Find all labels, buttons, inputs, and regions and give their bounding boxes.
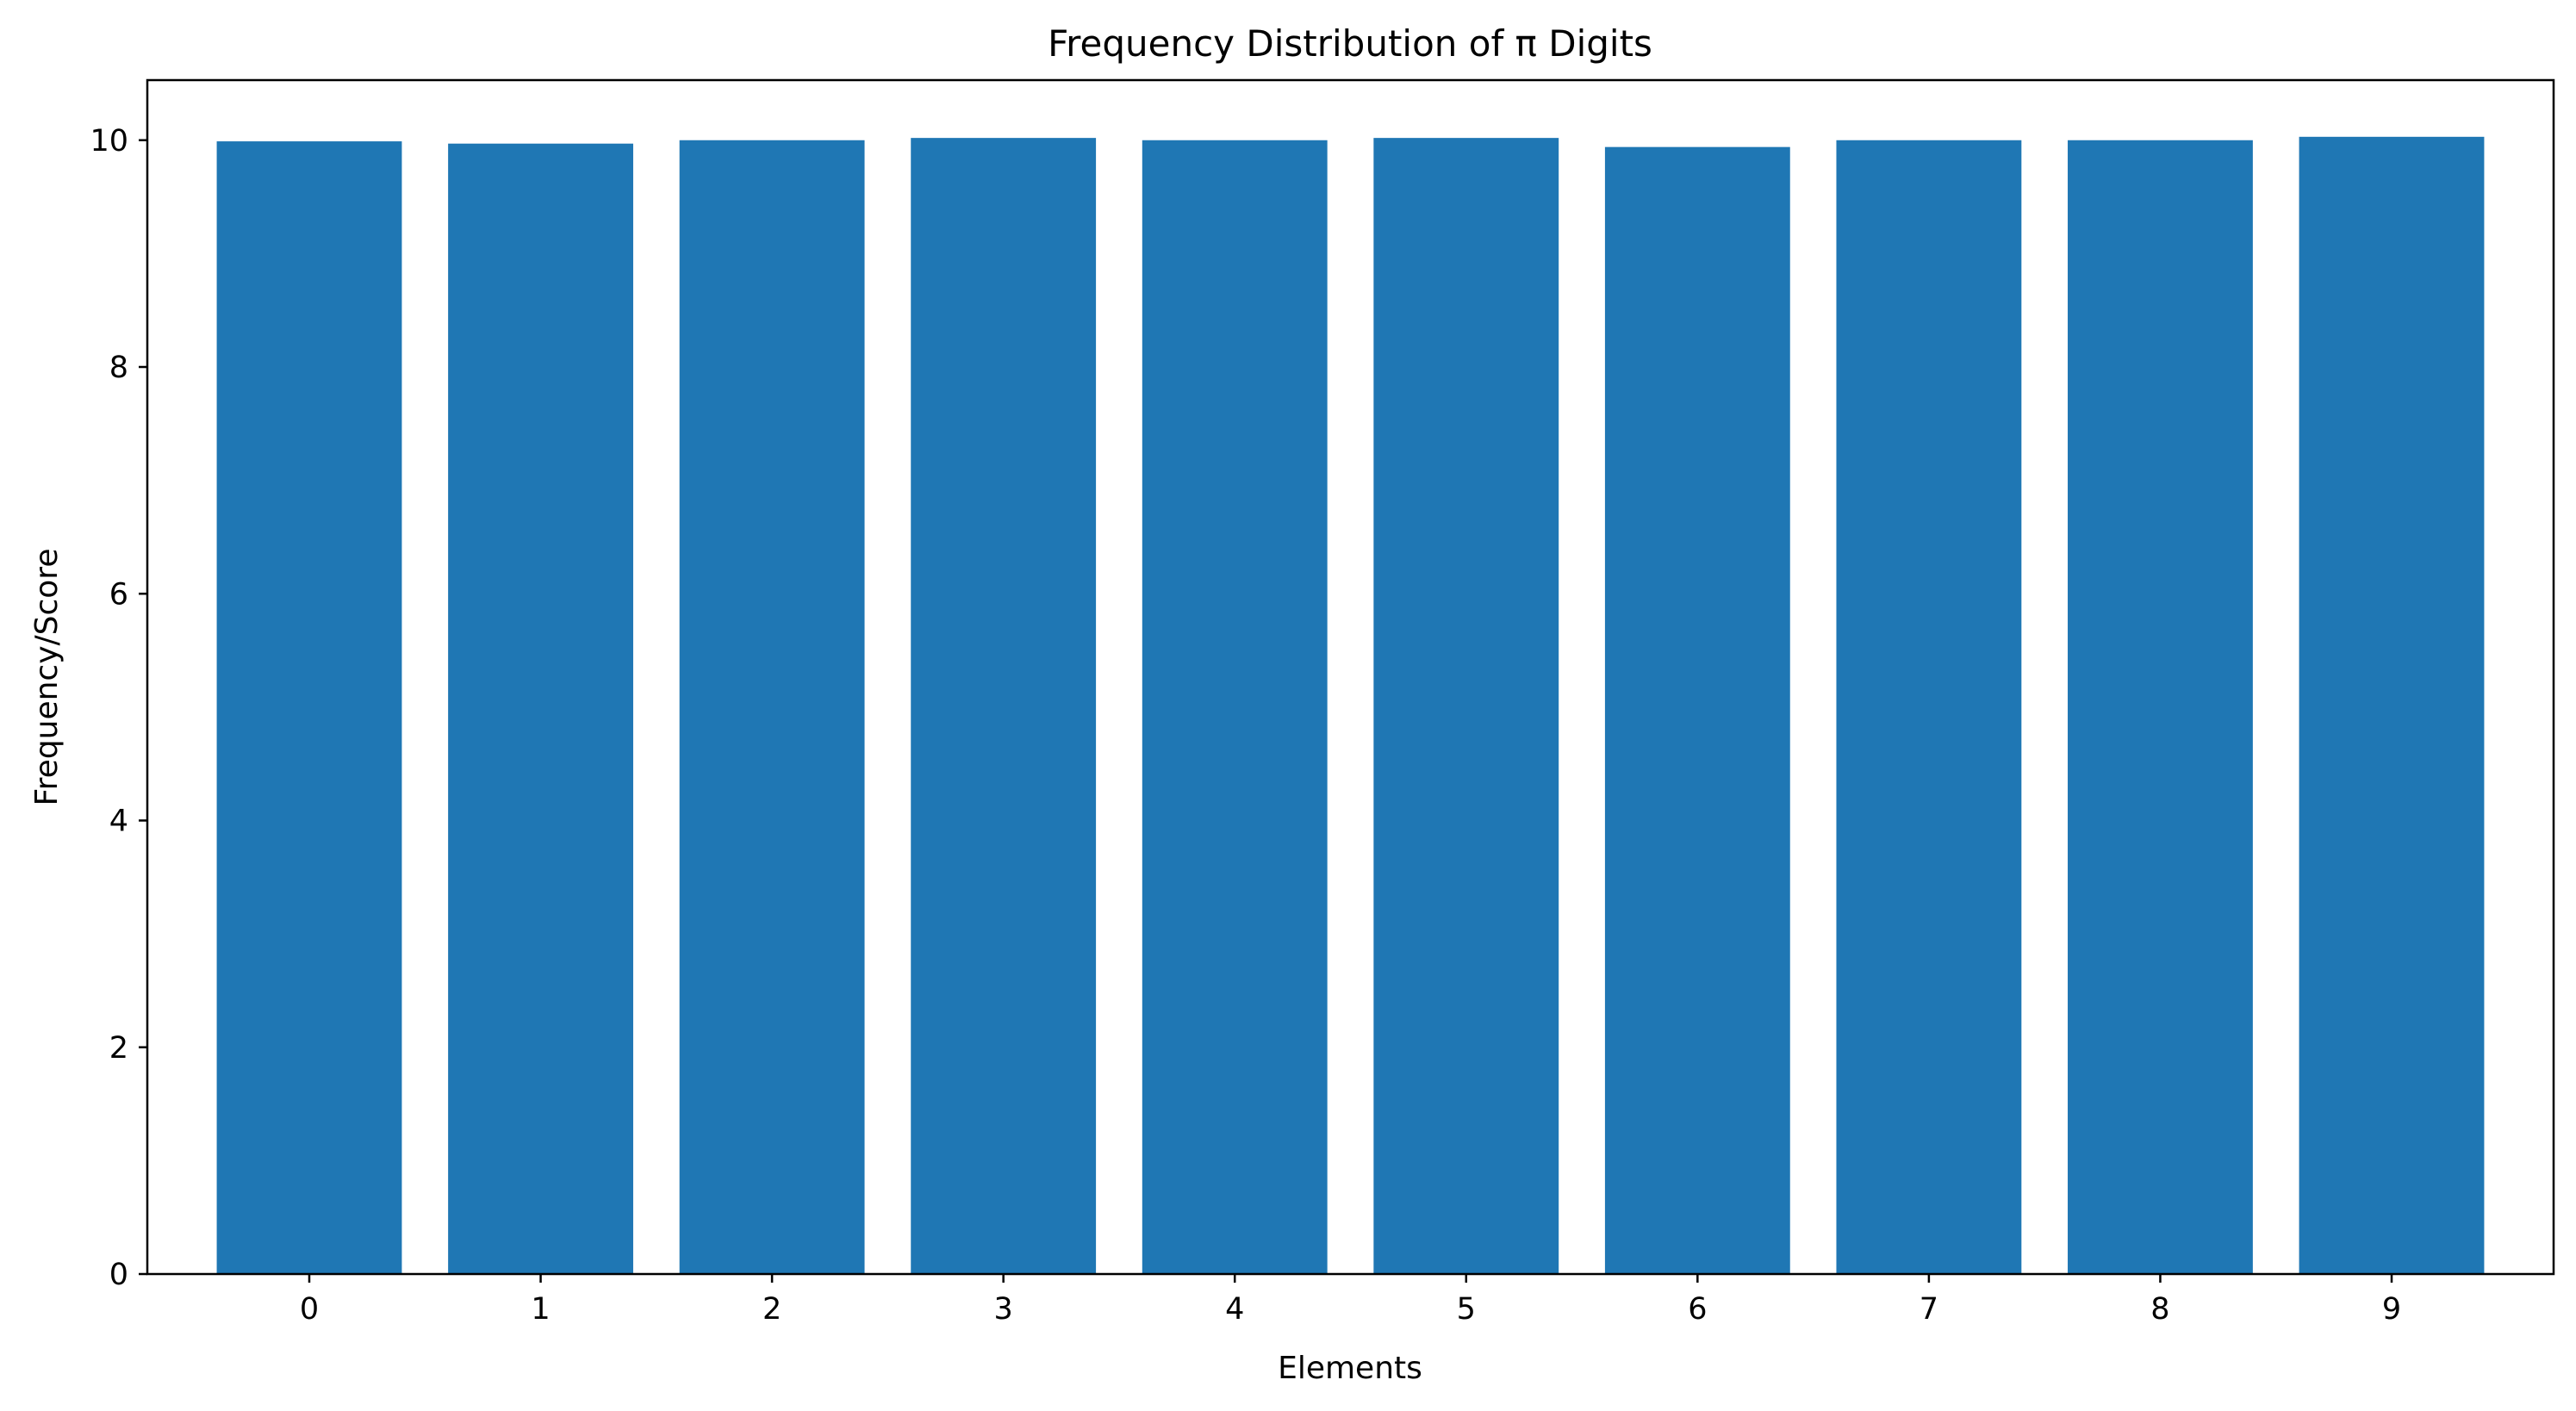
x-tick-label: 6: [1688, 1292, 1707, 1327]
y-tick-label: 0: [109, 1258, 128, 1292]
plot-frame: [146, 78, 2555, 1276]
x-tick-label: 4: [1225, 1292, 1244, 1327]
bar-0: [216, 141, 402, 1275]
x-tick-label: 8: [2150, 1292, 2169, 1327]
x-tick-label: 5: [1457, 1292, 1476, 1327]
bar-1: [448, 143, 633, 1275]
y-tick-label: 4: [109, 805, 128, 839]
y-axis-label: Frequency/Score: [29, 549, 65, 806]
x-tick-label: 7: [1920, 1292, 1938, 1327]
x-tick-label: 0: [300, 1292, 319, 1327]
bars-layer: [216, 136, 2485, 1275]
bar-7: [1836, 140, 2022, 1274]
bar-4: [1142, 140, 1328, 1274]
bar-2: [679, 140, 865, 1274]
x-tick-label: 2: [762, 1292, 781, 1327]
y-tick-label: 10: [90, 124, 128, 159]
x-tick-label: 3: [994, 1292, 1013, 1327]
bar-8: [2068, 140, 2253, 1274]
bar-6: [1604, 146, 1790, 1275]
y-tick-label: 6: [109, 577, 128, 612]
y-axis: 0 2 4 6 8 10: [90, 124, 147, 1292]
x-axis-label: Elements: [1278, 1351, 1422, 1386]
bar-3: [911, 138, 1097, 1275]
y-tick-label: 8: [109, 351, 128, 385]
bar-9: [2299, 136, 2485, 1274]
chart-title: Frequency Distribution of π Digits: [1048, 22, 1652, 65]
y-tick-label: 2: [109, 1031, 128, 1066]
bar-5: [1373, 138, 1559, 1275]
x-tick-label: 9: [2382, 1292, 2401, 1327]
x-tick-label: 1: [531, 1292, 550, 1327]
x-axis: 0 1 2 3 4 5 6 7 8 9: [300, 1274, 2401, 1327]
